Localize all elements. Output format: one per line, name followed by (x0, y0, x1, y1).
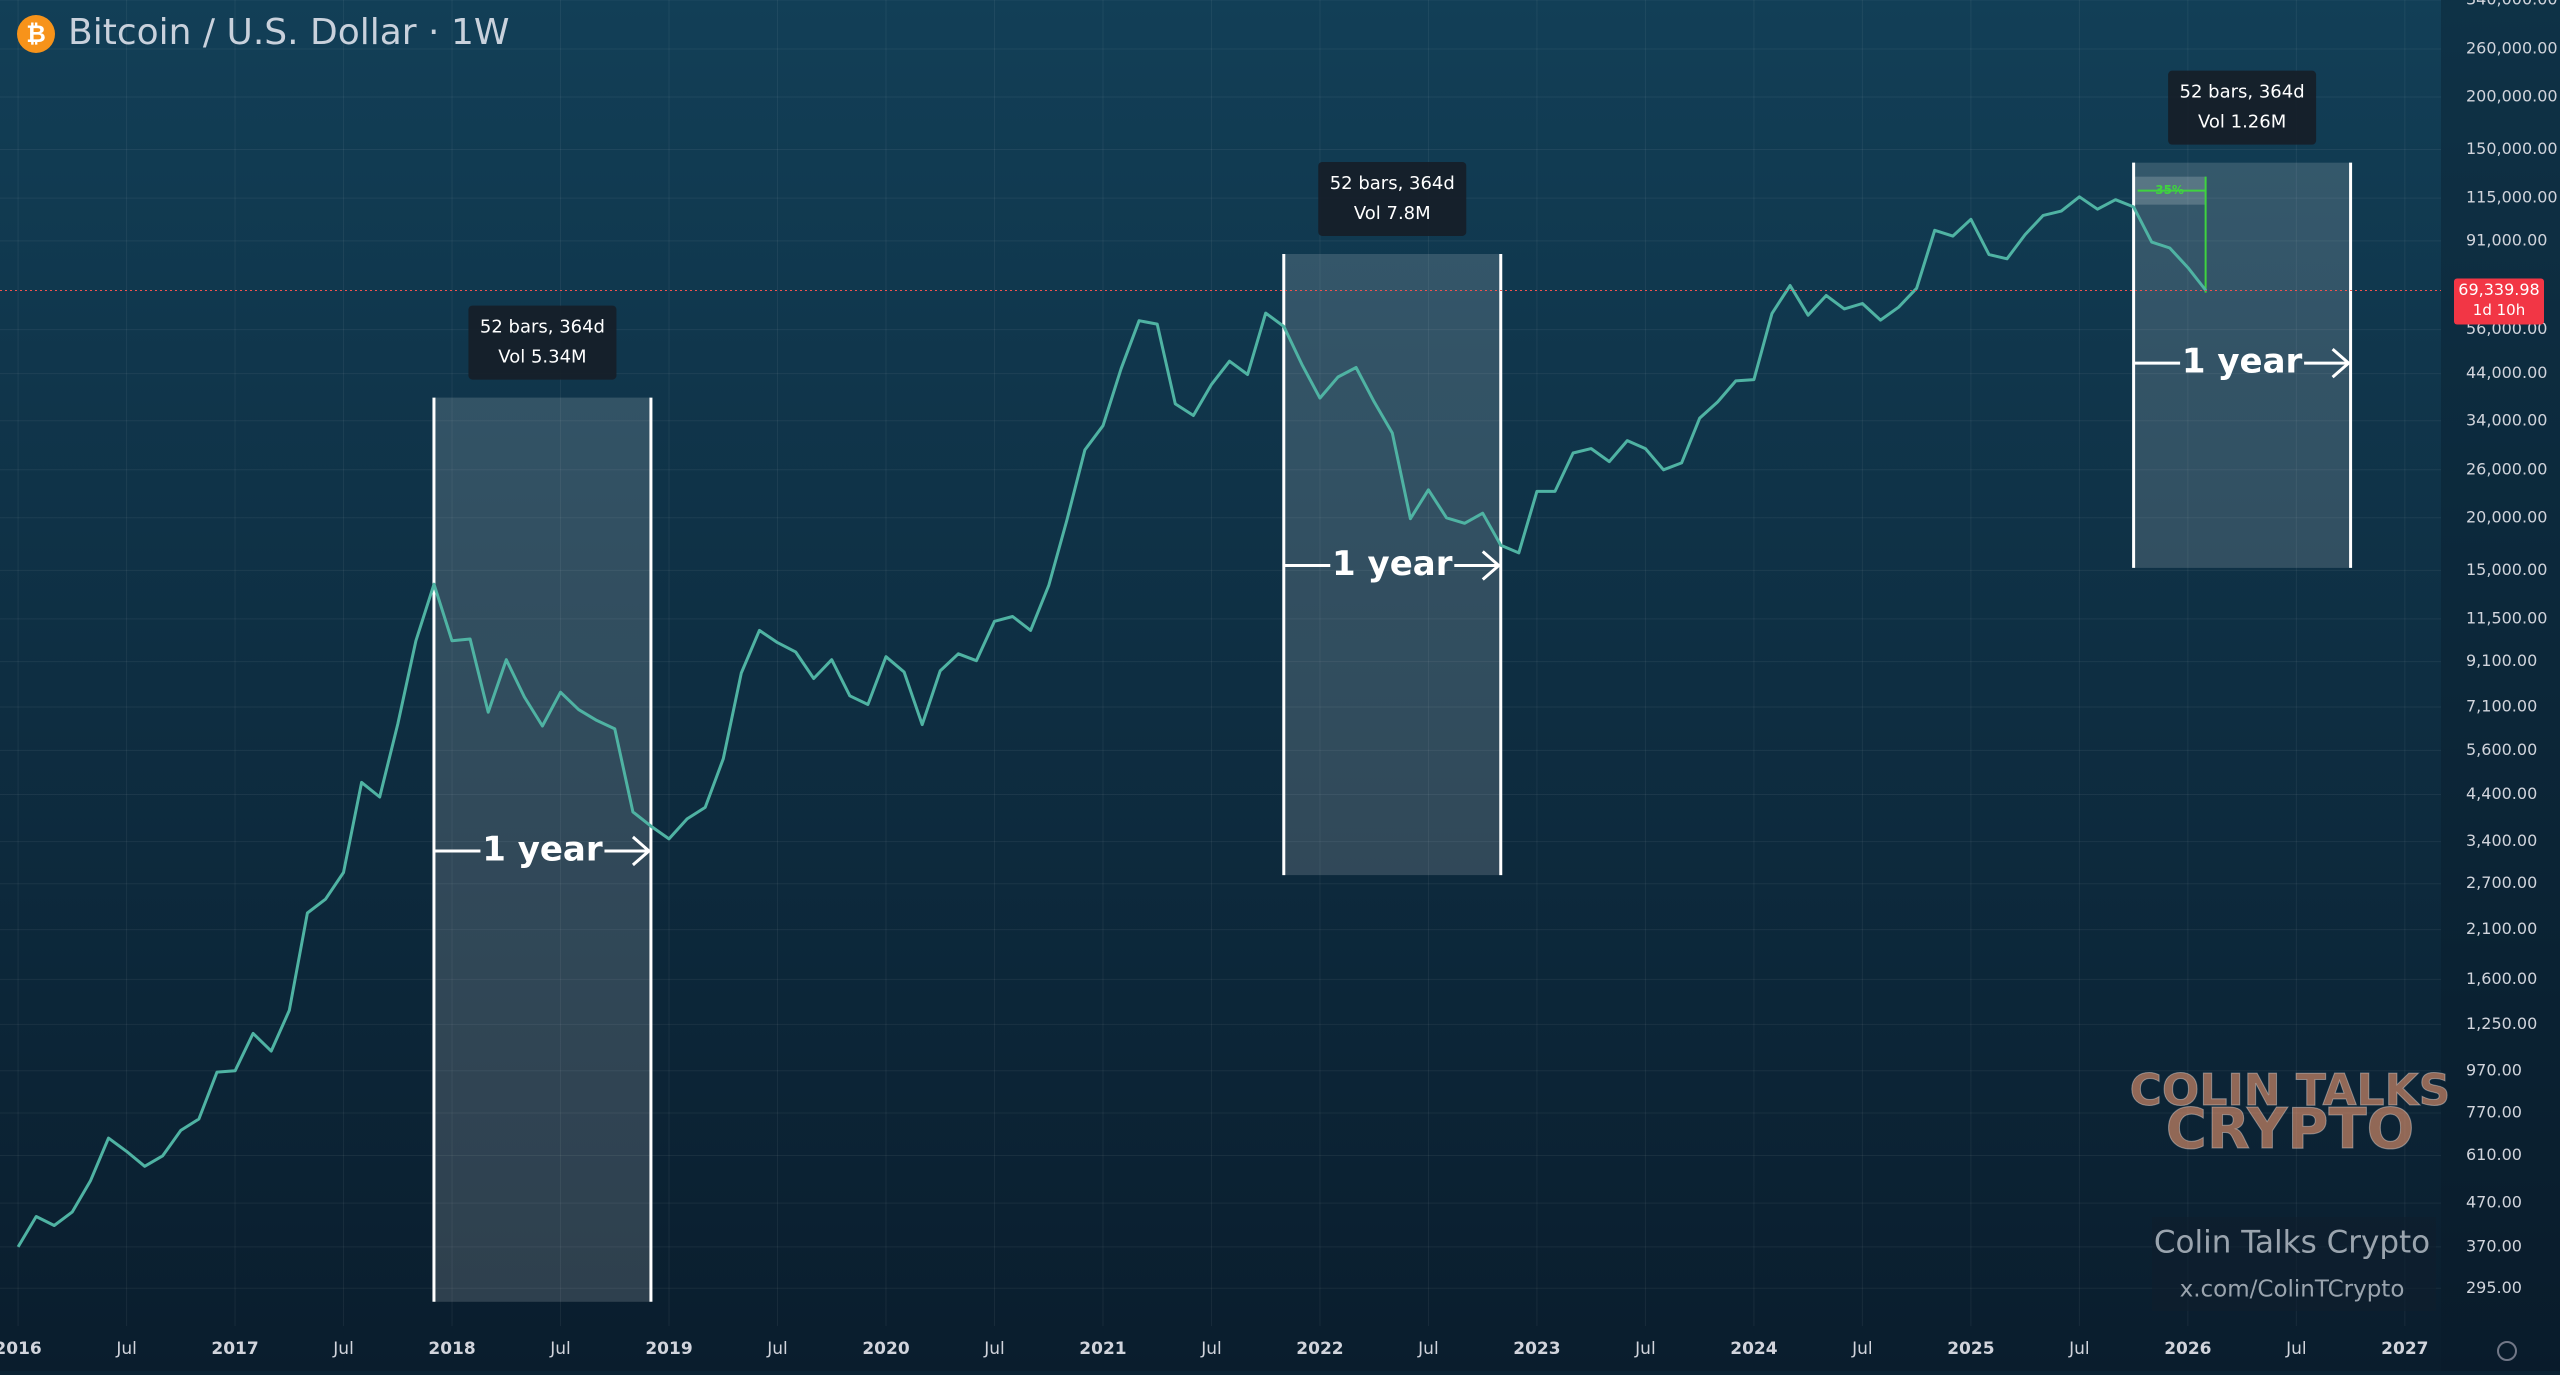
chart-title: Bitcoin / U.S. Dollar · 1W (68, 12, 509, 53)
arrow-head (631, 835, 652, 867)
x-tick-label: Jul (115, 1339, 137, 1359)
x-tick-label: 2019 (645, 1339, 692, 1359)
span-label: 1 year (2182, 342, 2303, 382)
x-tick-label: Jul (983, 1339, 1005, 1359)
tooltip-bars: 52 bars, 364d (1330, 173, 1455, 194)
tooltip-bars: 52 bars, 364d (480, 317, 605, 338)
price-axis-panel (2441, 0, 2560, 1371)
measure-label: 35% (2155, 183, 2184, 197)
grid (0, 0, 2441, 1326)
y-tick-label: 3,400.00 (2466, 831, 2537, 850)
x-tick-label: Jul (2068, 1339, 2090, 1359)
y-tick-label: 26,000.00 (2466, 459, 2547, 478)
y-tick-label: 370.00 (2466, 1236, 2522, 1255)
y-tick-label: 2,700.00 (2466, 873, 2537, 892)
range-box (2133, 162, 2351, 568)
x-tick-label: Jul (2285, 1339, 2307, 1359)
x-tick-label: Jul (1851, 1339, 1873, 1359)
tooltip-volume: Vol 5.34M (498, 347, 586, 368)
range-tooltip (1318, 161, 1467, 236)
symbol-icon-bg (17, 15, 55, 53)
x-tick-label: Jul (1417, 1339, 1439, 1359)
x-tick-label: 2027 (2381, 1339, 2428, 1359)
y-tick-label: 34,000.00 (2466, 410, 2547, 429)
range-tooltip (468, 305, 617, 380)
logo-text: COLIN TALKS (2130, 1065, 2451, 1116)
y-tick-label: 9,100.00 (2466, 651, 2537, 670)
x-tick-label: Jul (549, 1339, 571, 1359)
y-tick-label: 11,500.00 (2466, 608, 2547, 627)
watermark-handle: x.com/ColinTCrypto (2180, 1277, 2405, 1303)
y-tick-label: 115,000.00 (2466, 188, 2558, 207)
x-tick-label: 2021 (1079, 1339, 1126, 1359)
y-tick-label: 1,250.00 (2466, 1014, 2537, 1033)
x-tick-label: 2020 (862, 1339, 909, 1359)
y-tick-label: 340,000.00 (2466, 0, 2558, 9)
y-tick-label: 260,000.00 (2466, 39, 2558, 58)
y-tick-label: 200,000.00 (2466, 86, 2558, 105)
range-tooltip (2168, 70, 2317, 145)
x-tick-label: Jul (1200, 1339, 1222, 1359)
x-tick-label: Jul (766, 1339, 788, 1359)
watermark-box (2152, 1217, 2436, 1311)
x-tick-label: 2023 (1513, 1339, 1560, 1359)
arrow-head (1481, 550, 1502, 581)
y-tick-label: 770.00 (2466, 1102, 2522, 1121)
y-tick-label: 44,000.00 (2466, 363, 2547, 382)
countdown-label: 1d 10h (2473, 301, 2525, 319)
y-tick-label: 610.00 (2466, 1145, 2522, 1164)
y-tick-label: 2,100.00 (2466, 919, 2537, 938)
settings-icon[interactable] (2497, 1341, 2517, 1361)
span-label: 1 year (1332, 544, 1453, 584)
watermark-name: Colin Talks Crypto (2154, 1225, 2430, 1261)
x-tick-label: Jul (332, 1339, 354, 1359)
arrow-head (2331, 348, 2351, 379)
symbol-icon: ₿ (26, 20, 46, 48)
x-tick-label: 2022 (1296, 1339, 1343, 1359)
y-tick-label: 91,000.00 (2466, 230, 2547, 249)
plot: 1 year 52 bars, 364d Vol 5.34M 1 year 52 bar… (16, 70, 2353, 1302)
y-tick-label: 150,000.00 (2466, 139, 2558, 158)
y-tick-label: 295.00 (2466, 1278, 2522, 1297)
tooltip-volume: Vol 1.26M (2198, 112, 2286, 133)
x-tick-label: Jul (1634, 1339, 1656, 1359)
y-tick-label: 1,600.00 (2466, 969, 2537, 988)
tooltip-bars: 52 bars, 364d (2180, 82, 2305, 103)
y-tick-label: 20,000.00 (2466, 507, 2547, 526)
y-tick-label: 5,600.00 (2466, 740, 2537, 759)
y-tick-label: 470.00 (2466, 1193, 2522, 1212)
span-label: 1 year (482, 829, 603, 869)
x-tick-label: 2017 (211, 1339, 258, 1359)
x-tick-label: 2024 (1730, 1339, 1777, 1359)
x-tick-label: 2018 (428, 1339, 475, 1359)
x-tick-label: 2025 (1947, 1339, 1994, 1359)
x-tick-label: 2026 (2164, 1339, 2211, 1359)
y-tick-label: 970.00 (2466, 1060, 2522, 1079)
y-tick-label: 15,000.00 (2466, 560, 2547, 579)
tooltip-volume: Vol 7.8M (1354, 203, 1431, 224)
y-tick-label: 7,100.00 (2466, 697, 2537, 716)
y-tick-label: 4,400.00 (2466, 784, 2537, 803)
logo-text: CRYPTO (2166, 1097, 2415, 1162)
x-tick-label: 2016 (0, 1339, 42, 1359)
price-line (16, 195, 2208, 1248)
last-price-badge (2454, 278, 2544, 325)
last-price-label: 69,339.98 (2458, 280, 2539, 299)
